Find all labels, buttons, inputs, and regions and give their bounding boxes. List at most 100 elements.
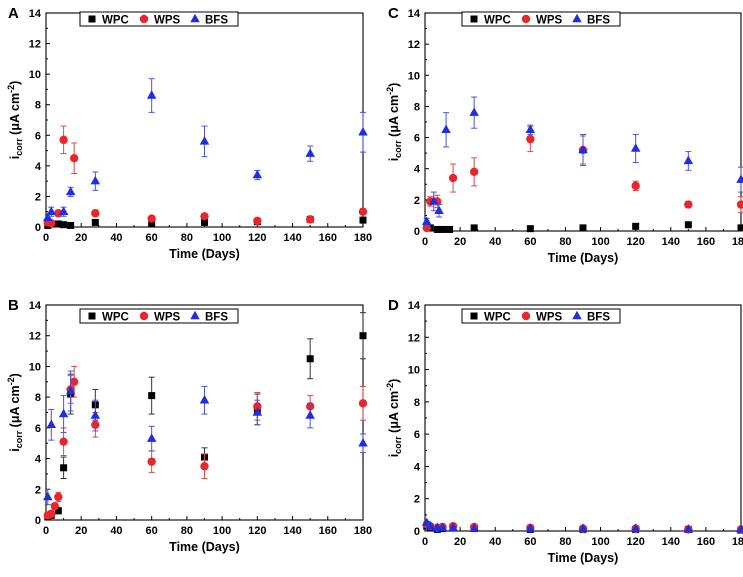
data-point-wpc [306,355,314,363]
data-point-bfs [736,174,743,183]
x-tick-label: 160 [697,536,715,548]
x-tick-label: 180 [354,525,372,537]
data-point-bfs [469,107,479,116]
legend-label-wps: WPS [536,15,563,27]
panel-label: C [388,5,399,22]
legend-label-wpc: WPC [484,15,511,27]
legend-marker-wps [521,311,531,321]
x-tick-label: 60 [524,236,536,248]
x-axis-title: Time (Days) [548,551,619,565]
data-point-wps [305,215,315,224]
x-tick-label: 100 [591,236,609,248]
x-tick-label: 0 [43,525,49,537]
data-point-bfs [434,205,444,214]
data-point-wpc [148,219,156,227]
y-tick-label: 8 [35,392,41,404]
data-point-bfs [683,155,694,165]
data-point-wpc [632,222,640,230]
y-tick-label: 0 [414,526,420,538]
data-point-wps [69,154,79,163]
data-point-wpc [60,221,68,229]
y-axis-title: icorr (μA cm-2) [6,373,24,452]
x-tick-label: 160 [319,525,337,537]
x-tick-label: 140 [283,232,301,244]
x-tick-label: 40 [110,232,122,244]
data-point-bfs [448,522,458,532]
data-point-bfs [199,394,210,404]
x-tick-label: 180 [732,236,743,248]
data-point-wps [253,216,262,226]
data-point-wpc [439,225,447,233]
data-point-bfs [469,523,479,532]
y-tick-label: 14 [408,8,421,20]
legend-label-wpc: WPC [484,312,511,324]
y-tick-label: 10 [408,70,420,82]
y-tick-label: 12 [408,39,420,51]
legend-label-bfs: BFS [205,312,228,324]
data-point-bfs [358,437,368,447]
x-tick-label: 40 [489,536,501,548]
x-tick-label: 40 [489,236,501,248]
data-point-bfs [43,212,53,222]
data-point-bfs [58,408,69,418]
x-tick-label: 60 [146,525,158,537]
data-point-bfs [425,520,436,530]
legend: WPC WPS BFS [461,11,621,27]
data-point-wpc [446,225,454,233]
y-tick-label: 4 [414,461,421,473]
y-axis-title: icorr (μA cm-2) [385,83,403,162]
legend-label-bfs: BFS [205,15,228,27]
legend: WPC WPS BFS [79,11,239,27]
data-point-wps [69,377,79,386]
x-tick-label: 100 [591,536,609,548]
legend-marker-wpc [470,15,478,23]
series-bfs [422,517,743,533]
legend-marker-bfs [190,310,200,320]
data-point-wpc [67,221,75,229]
series-wps [43,125,368,228]
y-axis-title: icorr (μA cm-2) [385,379,403,458]
data-point-bfs [46,206,57,215]
x-tick-label: 0 [43,232,49,244]
x-tick-label: 100 [213,525,231,537]
data-point-wpc [91,218,99,226]
x-tick-label: 120 [626,536,644,548]
y-tick-label: 4 [414,164,421,176]
data-point-bfs [252,169,263,179]
x-tick-label: 80 [559,536,571,548]
x-tick-label: 180 [732,536,743,548]
legend: WPC WPS BFS [461,308,621,324]
y-tick-label: 6 [35,423,41,435]
y-tick-label: 10 [408,365,420,377]
data-point-bfs [578,144,588,154]
data-point-wps [631,181,640,191]
data-point-bfs [630,523,641,532]
data-point-wps [54,209,63,218]
x-tick-label: 140 [662,236,680,248]
data-point-bfs [525,124,536,134]
series-bfs [43,370,368,506]
x-tick-label: 20 [454,536,466,548]
x-tick-label: 140 [662,536,680,548]
data-point-wpc [470,224,478,232]
legend-label-wps: WPS [154,312,181,324]
data-point-bfs [422,216,432,225]
data-point-bfs [146,433,157,442]
legend-box [79,11,239,27]
y-tick-label: 8 [35,100,41,112]
panel-a: A 0 20 40 60 80 100 120 140 160 180 0 2 4 6 8 10 12 14 Time… [6,5,372,261]
plot-frame [424,304,742,532]
data-point-bfs [358,126,368,136]
data-point-wps [47,509,56,519]
x-tick-label: 160 [319,232,337,244]
x-tick-label: 60 [524,536,536,548]
data-point-bfs [199,136,210,145]
y-tick-label: 12 [408,332,420,344]
data-point-wps [736,200,743,209]
y-tick-label: 2 [414,494,420,506]
x-tick-label: 0 [422,236,428,248]
data-point-wpc [737,224,743,232]
data-point-bfs [58,206,69,215]
series-wps [43,365,368,520]
